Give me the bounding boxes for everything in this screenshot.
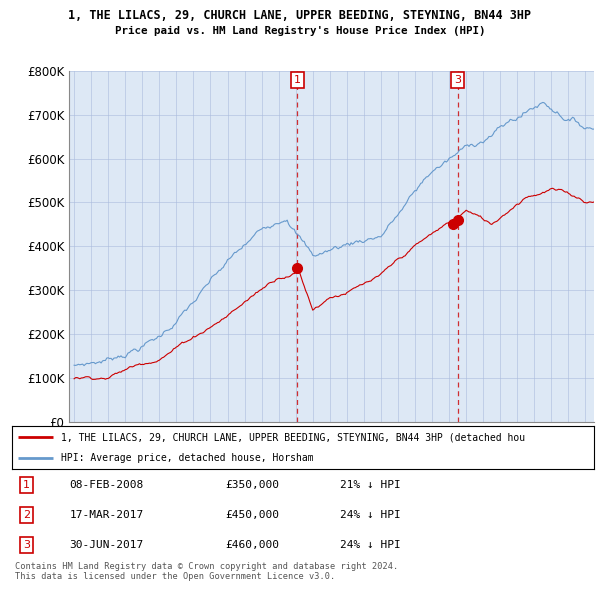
Text: £460,000: £460,000 xyxy=(225,540,279,550)
Text: Contains HM Land Registry data © Crown copyright and database right 2024.: Contains HM Land Registry data © Crown c… xyxy=(15,562,398,571)
Text: £350,000: £350,000 xyxy=(225,480,279,490)
Text: 2: 2 xyxy=(23,510,30,520)
Text: 24% ↓ HPI: 24% ↓ HPI xyxy=(340,510,401,520)
Text: 1: 1 xyxy=(294,75,301,85)
Text: 21% ↓ HPI: 21% ↓ HPI xyxy=(340,480,401,490)
Text: Price paid vs. HM Land Registry's House Price Index (HPI): Price paid vs. HM Land Registry's House … xyxy=(115,26,485,36)
Text: HPI: Average price, detached house, Horsham: HPI: Average price, detached house, Hors… xyxy=(61,453,314,463)
Text: 30-JUN-2017: 30-JUN-2017 xyxy=(70,540,144,550)
Text: £450,000: £450,000 xyxy=(225,510,279,520)
Text: 1, THE LILACS, 29, CHURCH LANE, UPPER BEEDING, STEYNING, BN44 3HP (detached hou: 1, THE LILACS, 29, CHURCH LANE, UPPER BE… xyxy=(61,432,526,442)
Text: 3: 3 xyxy=(23,540,30,550)
Text: 3: 3 xyxy=(454,75,461,85)
Text: 08-FEB-2008: 08-FEB-2008 xyxy=(70,480,144,490)
Text: 17-MAR-2017: 17-MAR-2017 xyxy=(70,510,144,520)
Text: This data is licensed under the Open Government Licence v3.0.: This data is licensed under the Open Gov… xyxy=(15,572,335,581)
Text: 24% ↓ HPI: 24% ↓ HPI xyxy=(340,540,401,550)
Text: 1: 1 xyxy=(23,480,30,490)
Text: 1, THE LILACS, 29, CHURCH LANE, UPPER BEEDING, STEYNING, BN44 3HP: 1, THE LILACS, 29, CHURCH LANE, UPPER BE… xyxy=(68,9,532,22)
